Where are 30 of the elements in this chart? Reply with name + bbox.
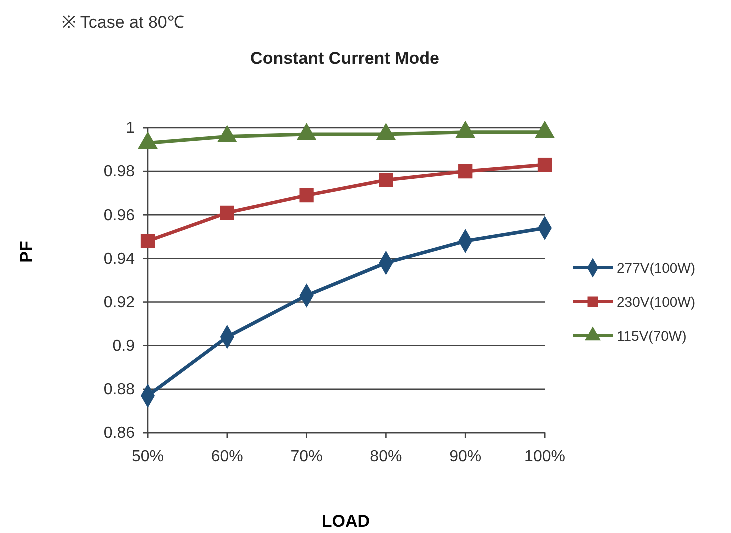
point (300, 188, 314, 203)
y-tick-label: 0.9 (112, 338, 136, 355)
point (456, 120, 476, 138)
y-tick-label: 0.98 (104, 164, 136, 181)
text: ※ Tcase at 80℃ (62, 13, 184, 32)
legend-label: 230V(100W) (617, 294, 696, 310)
y-tick-label: 1 (126, 120, 136, 138)
point (376, 123, 396, 140)
legend-label: 277V(100W) (617, 260, 696, 276)
x-axis-title: LOAD (322, 512, 370, 531)
x-tick-label: 50% (132, 448, 164, 466)
y-axis-title: PF (17, 241, 36, 263)
x-tick-label: 70% (290, 448, 323, 466)
y-tick-label: 0.88 (104, 382, 136, 399)
y-tick-label: 0.96 (104, 207, 136, 224)
y-tick-label: 0.92 (104, 294, 136, 312)
point (220, 206, 234, 220)
x-tick-label: 60% (211, 448, 244, 466)
y-tick-label: 0.94 (104, 250, 136, 268)
x-tick-label: 80% (370, 448, 402, 466)
point (535, 120, 555, 138)
point (217, 125, 238, 142)
point (296, 123, 317, 140)
x-tick-label: 100% (524, 448, 566, 466)
point (138, 132, 158, 149)
y-tick-label: 0.86 (104, 425, 136, 442)
point (140, 234, 156, 248)
legend-label: 115V(70W) (617, 328, 687, 344)
chart-title: Constant Current Mode (250, 49, 440, 68)
x-tick-label: 90% (450, 448, 482, 466)
